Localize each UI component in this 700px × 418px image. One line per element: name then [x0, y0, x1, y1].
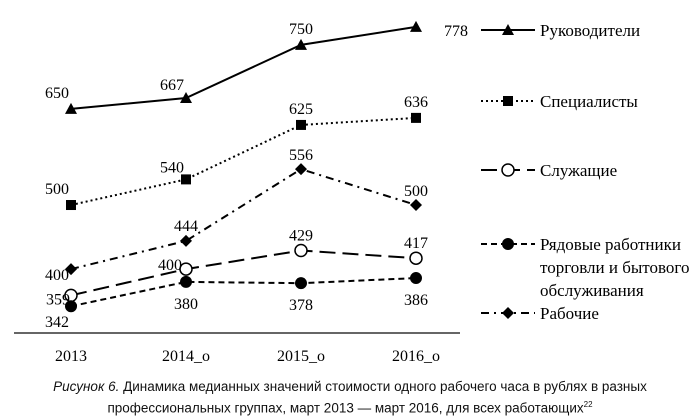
data-point-marker [296, 119, 306, 130]
x-tick-label: 2015_o [277, 348, 325, 365]
data-label: 625 [289, 101, 313, 118]
data-label: 429 [289, 228, 313, 245]
x-tick-label: 2016_o [392, 348, 440, 365]
data-point-marker [65, 300, 77, 313]
data-point-marker [295, 38, 307, 50]
legend-marker [502, 238, 514, 250]
data-label: 359 [46, 291, 70, 308]
x-tick-label: 2013 [55, 348, 87, 365]
series-line-3 [70, 277, 417, 308]
data-point-marker [410, 272, 422, 285]
data-label: 667 [160, 77, 184, 94]
legend-label: обслуживания [540, 281, 644, 300]
legend-label: Руководители [540, 21, 640, 40]
data-label: 378 [289, 297, 313, 314]
data-label: 380 [174, 296, 198, 313]
caption-text: Динамика медианных значений стоимости од… [107, 379, 647, 416]
data-point-marker [180, 234, 192, 247]
data-point-marker [295, 277, 307, 290]
data-label: 500 [404, 183, 428, 200]
data-point-marker [294, 243, 308, 258]
data-point-marker [180, 275, 192, 288]
data-point-marker [66, 200, 76, 211]
data-label: 417 [404, 235, 428, 252]
data-label: 400 [45, 267, 69, 284]
legend-label: Служащие [540, 161, 617, 180]
legend-marker [502, 307, 514, 319]
data-point-marker [295, 163, 307, 176]
data-point-marker [65, 102, 77, 114]
legend-marker [502, 24, 514, 35]
data-label: 556 [289, 147, 313, 164]
data-label: 500 [45, 181, 69, 198]
data-label: 386 [404, 292, 428, 309]
data-point-marker [410, 199, 422, 212]
legend-label: Специалисты [540, 92, 638, 111]
legend-label: Рабочие [540, 304, 599, 323]
legend-marker [503, 96, 513, 106]
data-label: 342 [45, 314, 69, 331]
data-point-marker [65, 263, 77, 276]
caption-label: Рисунок 6. [53, 379, 120, 394]
data-point-marker [180, 92, 192, 104]
data-point-marker [411, 112, 421, 123]
data-label: 778 [444, 23, 468, 40]
series-line-1 [70, 116, 417, 206]
data-label: 444 [174, 218, 198, 235]
legend-marker [501, 163, 515, 177]
data-point-marker [181, 174, 191, 185]
series-line-4 [70, 168, 417, 271]
legend-label: торговли и бытового [540, 258, 689, 277]
data-label: 540 [160, 159, 184, 176]
legend-label: Рядовые работники [540, 235, 681, 254]
x-tick-label: 2014_o [162, 348, 210, 365]
data-point-marker [409, 251, 423, 265]
series-line-2 [70, 249, 417, 297]
data-point-marker [410, 20, 422, 32]
data-label: 750 [289, 21, 313, 38]
data-point-marker [179, 262, 193, 276]
data-label: 400 [158, 257, 182, 274]
series-line-0 [70, 25, 417, 110]
line-chart: 2013 2014_o 2015_o 2016_o 650 667 750 778 500 54… [14, 20, 689, 365]
data-label: 636 [404, 94, 428, 111]
figure-caption: Рисунок 6. Динамика медианных значений с… [0, 378, 700, 418]
caption-footnote: 22 [583, 400, 593, 409]
data-label: 650 [45, 85, 69, 102]
